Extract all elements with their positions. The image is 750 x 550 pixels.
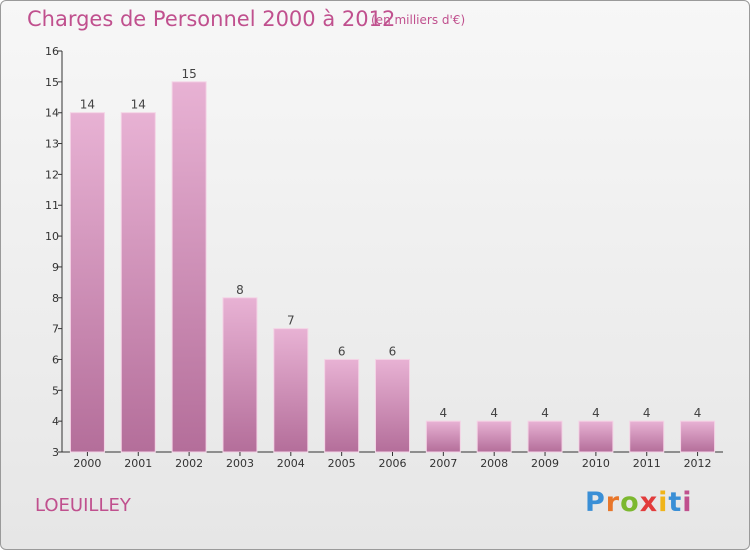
value-label-2001: 14 bbox=[131, 98, 146, 112]
logo-letter: x bbox=[639, 487, 659, 518]
x-tick-label: 2012 bbox=[684, 457, 712, 470]
bar-2004 bbox=[273, 328, 309, 453]
bar-2011 bbox=[629, 420, 665, 453]
logo-letter: i bbox=[682, 487, 693, 518]
y-tick-label: 7 bbox=[52, 323, 59, 336]
value-label-2008: 4 bbox=[490, 406, 498, 420]
y-tick-label: 11 bbox=[45, 199, 59, 212]
x-tick-label: 2006 bbox=[379, 457, 407, 470]
value-label-2010: 4 bbox=[592, 406, 600, 420]
x-tick-label: 2004 bbox=[277, 457, 305, 470]
proxiti-logo: Proxiti bbox=[585, 487, 693, 518]
x-tick-label: 2008 bbox=[480, 457, 508, 470]
x-tick-label: 2010 bbox=[582, 457, 610, 470]
value-label-2003: 8 bbox=[236, 283, 244, 297]
value-label-2007: 4 bbox=[440, 406, 448, 420]
logo-letter: i bbox=[658, 487, 669, 518]
logo-letter: r bbox=[605, 487, 621, 518]
value-label-2004: 7 bbox=[287, 314, 295, 328]
x-tick-label: 2003 bbox=[226, 457, 254, 470]
value-label-2011: 4 bbox=[643, 406, 651, 420]
y-tick-label: 9 bbox=[52, 261, 59, 274]
x-tick-label: 2000 bbox=[73, 457, 101, 470]
y-tick-label: 5 bbox=[52, 384, 59, 397]
bar-2008 bbox=[476, 420, 512, 453]
commune-name: LOEUILLEY bbox=[35, 495, 131, 516]
logo-letter: P bbox=[585, 487, 606, 518]
bar-2001 bbox=[120, 112, 156, 453]
y-tick-label: 14 bbox=[45, 107, 59, 120]
bar-2002 bbox=[171, 81, 207, 453]
value-label-2006: 6 bbox=[389, 344, 397, 358]
bar-2003 bbox=[222, 297, 258, 453]
y-tick-label: 15 bbox=[45, 76, 59, 89]
bar-2007 bbox=[425, 420, 461, 453]
bar-2009 bbox=[527, 420, 563, 453]
chart-subtitle: (en milliers d'€) bbox=[371, 13, 466, 27]
value-label-2005: 6 bbox=[338, 344, 346, 358]
bar-2006 bbox=[375, 358, 410, 453]
value-label-2000: 14 bbox=[80, 98, 95, 112]
y-tick-label: 6 bbox=[52, 353, 59, 366]
bar-2012 bbox=[680, 420, 716, 453]
x-tick-label: 2005 bbox=[328, 457, 356, 470]
value-label-2009: 4 bbox=[541, 406, 549, 420]
chart-title: Charges de Personnel 2000 à 2012 bbox=[27, 7, 396, 31]
x-tick-label: 2001 bbox=[124, 457, 152, 470]
y-tick-label: 4 bbox=[52, 415, 59, 428]
logo-letter: t bbox=[668, 487, 683, 518]
x-tick-label: 2011 bbox=[633, 457, 661, 470]
y-tick-label: 10 bbox=[45, 230, 59, 243]
y-tick-label: 13 bbox=[45, 138, 59, 151]
x-tick-label: 2007 bbox=[429, 457, 457, 470]
y-tick-label: 12 bbox=[45, 168, 59, 181]
y-tick-label: 16 bbox=[45, 45, 59, 58]
value-label-2002: 15 bbox=[181, 67, 196, 81]
y-tick-label: 3 bbox=[52, 446, 59, 459]
bar-2010 bbox=[578, 420, 614, 453]
value-label-2012: 4 bbox=[694, 406, 702, 420]
x-tick-label: 2002 bbox=[175, 457, 203, 470]
logo-letter: o bbox=[620, 487, 640, 518]
x-tick-label: 2009 bbox=[531, 457, 559, 470]
bar-2000 bbox=[69, 112, 105, 453]
y-tick-label: 8 bbox=[52, 292, 59, 305]
bar-2005 bbox=[324, 358, 360, 453]
